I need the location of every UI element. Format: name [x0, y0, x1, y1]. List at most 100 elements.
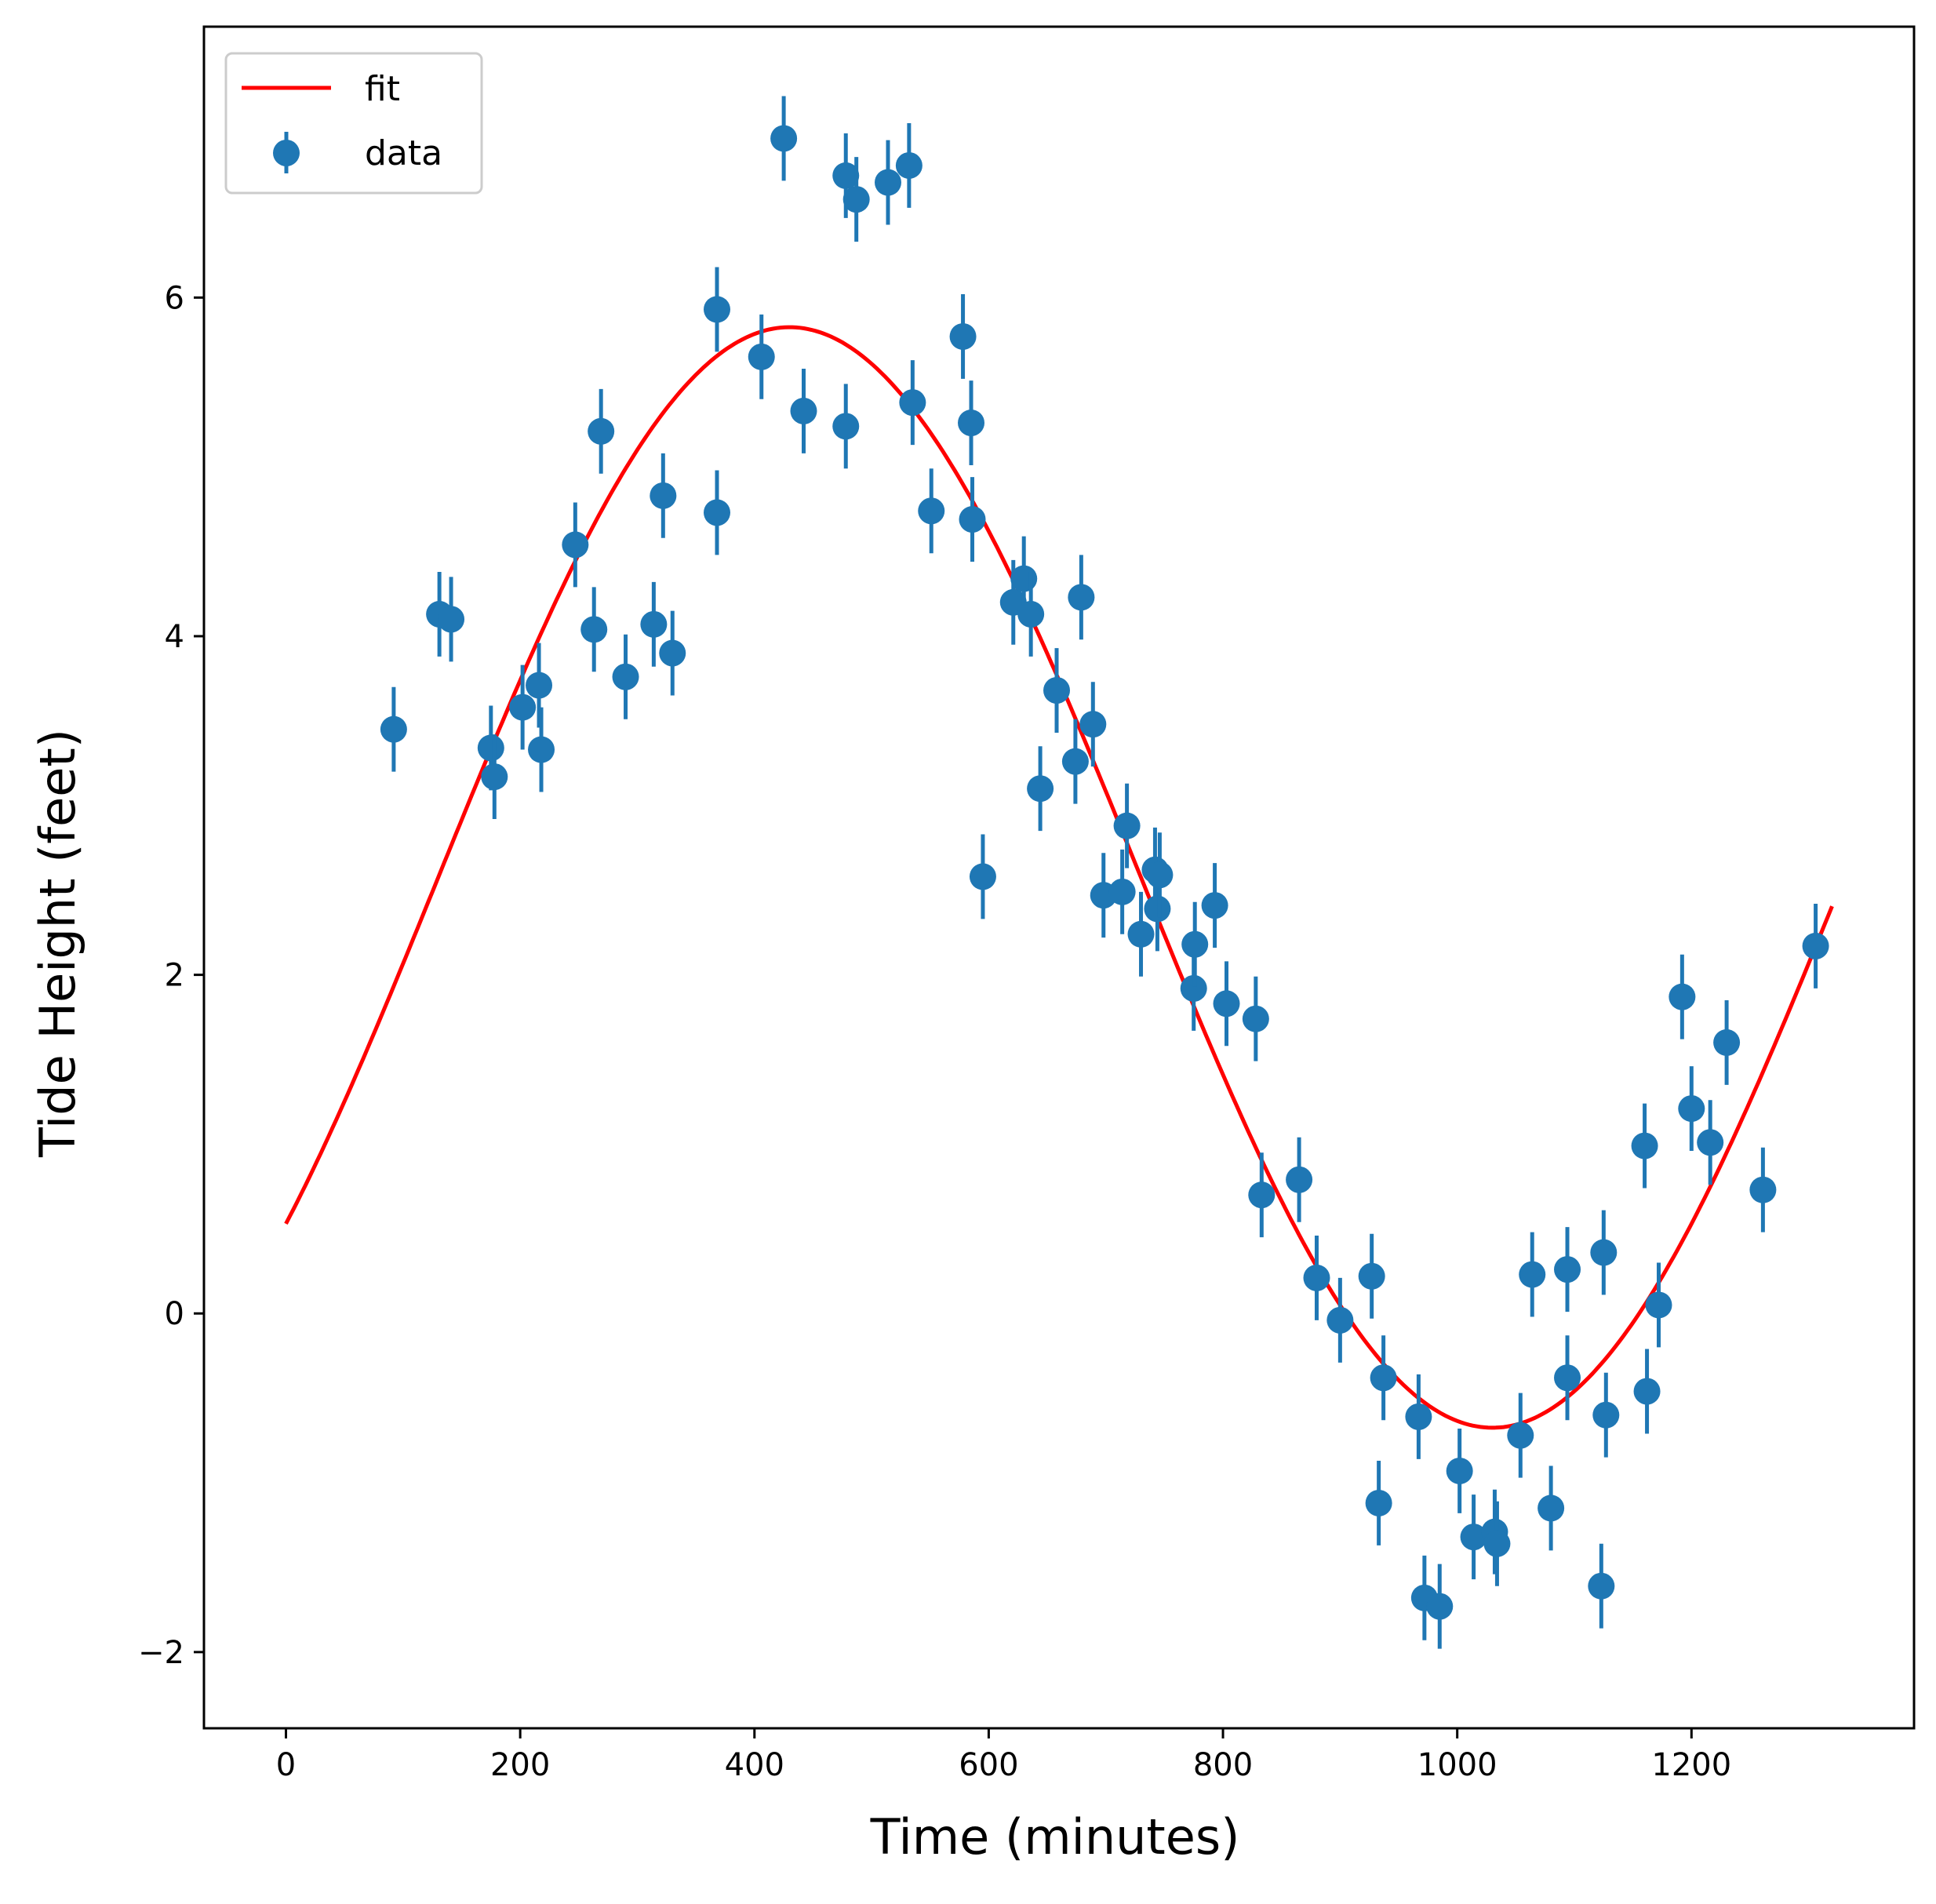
data-point-6	[526, 672, 553, 699]
data-point-47	[1181, 930, 1209, 958]
data-point-36	[1061, 748, 1089, 775]
data-point-80	[1749, 1176, 1777, 1203]
data-point-14	[659, 639, 686, 667]
data-point-81	[1802, 932, 1829, 959]
data-point-24	[895, 151, 923, 179]
data-point-15	[704, 296, 730, 323]
data-point-56	[1370, 1364, 1397, 1392]
data-point-5	[509, 694, 537, 721]
y-tick-label-2: 2	[165, 958, 184, 994]
data-point-11	[612, 663, 639, 690]
data-point-70	[1590, 1239, 1618, 1266]
x-tick-label-6: 1200	[1651, 1747, 1731, 1783]
data-point-50	[1242, 1005, 1269, 1032]
data-point-46	[1180, 974, 1207, 1002]
data-point-77	[1678, 1095, 1705, 1123]
x-tick-label-5: 1000	[1417, 1747, 1497, 1783]
data-point-60	[1426, 1593, 1454, 1620]
legend-data-marker	[273, 140, 300, 166]
data-point-62	[1460, 1524, 1487, 1551]
data-point-16	[704, 499, 730, 526]
data-point-37	[1068, 584, 1095, 611]
plot-marks	[284, 96, 1834, 1649]
data-point-38	[1079, 711, 1107, 738]
data-point-55	[1358, 1262, 1385, 1290]
data-point-72	[1592, 1401, 1620, 1429]
data-point-4	[481, 763, 508, 791]
data-point-54	[1326, 1306, 1354, 1334]
legend-fit-label: fit	[365, 69, 400, 109]
data-point-64	[1483, 1530, 1511, 1557]
data-point-57	[1365, 1489, 1392, 1516]
data-point-68	[1554, 1256, 1581, 1283]
data-point-19	[790, 397, 817, 424]
data-point-40	[1108, 878, 1136, 905]
data-point-58	[1405, 1403, 1432, 1430]
data-point-29	[959, 506, 986, 533]
y-tick-label-3: 4	[165, 619, 184, 655]
data-point-0	[380, 715, 407, 743]
y-tick-label-1: 0	[165, 1296, 184, 1332]
data-point-17	[748, 343, 775, 370]
data-point-25	[899, 389, 926, 417]
axes: 0 200 400 600 800 1000 1200 −2 0 2 4 6	[138, 25, 1916, 1783]
data-point-67	[1538, 1494, 1565, 1522]
data-point-27	[949, 322, 977, 350]
data-point-35	[1043, 677, 1071, 704]
data-point-23	[875, 169, 901, 196]
data-point-66	[1519, 1261, 1546, 1288]
data-point-18	[770, 125, 798, 152]
data-point-33	[1017, 600, 1045, 628]
data-point-51	[1248, 1181, 1276, 1209]
data-point-26	[918, 497, 945, 525]
data-point-9	[580, 616, 608, 643]
x-tick-label-2: 400	[725, 1747, 784, 1783]
data-point-75	[1645, 1291, 1672, 1319]
data-point-30	[969, 863, 996, 890]
data-point-7	[528, 736, 555, 763]
x-tick-label-1: 200	[490, 1747, 550, 1783]
data-point-52	[1286, 1166, 1313, 1193]
data-point-41	[1113, 812, 1141, 839]
data-point-48	[1201, 892, 1228, 919]
legend: fit data	[224, 52, 483, 195]
y-axis-title: Tide Height (feet)	[29, 729, 86, 1158]
x-tick-label-4: 800	[1193, 1747, 1253, 1783]
x-axis-title: Time (minutes)	[870, 1808, 1240, 1866]
data-point-22	[842, 186, 870, 213]
data-point-2	[438, 606, 465, 633]
data-point-32	[1010, 565, 1038, 592]
data-point-21	[832, 413, 860, 440]
x-tick-label-3: 600	[959, 1747, 1018, 1783]
y-tick-label-4: 6	[165, 280, 184, 316]
data-point-69	[1554, 1364, 1581, 1392]
data-point-78	[1697, 1129, 1724, 1156]
data-point-65	[1507, 1422, 1534, 1449]
data-point-20	[832, 162, 860, 189]
data-point-79	[1713, 1028, 1741, 1056]
data-point-42	[1127, 920, 1155, 948]
data-point-73	[1631, 1132, 1658, 1160]
legend-box	[224, 52, 483, 195]
data-point-61	[1446, 1457, 1473, 1484]
data-point-10	[588, 417, 615, 445]
x-tick-label-0: 0	[276, 1747, 296, 1783]
data-point-44	[1144, 895, 1171, 923]
data-point-12	[640, 610, 668, 638]
y-tick-label-0: −2	[138, 1635, 184, 1671]
data-point-28	[958, 410, 985, 437]
data-point-53	[1303, 1264, 1330, 1291]
data-point-74	[1633, 1378, 1661, 1405]
data-point-8	[562, 531, 589, 559]
data-point-3	[477, 734, 504, 762]
data-point-34	[1027, 775, 1054, 803]
data-point-49	[1213, 990, 1240, 1018]
plot-frame	[202, 25, 1916, 1730]
data-point-13	[650, 482, 677, 509]
data-point-76	[1669, 983, 1696, 1010]
data-point-45	[1146, 861, 1174, 889]
data-point-71	[1588, 1572, 1615, 1600]
legend-data-label: data	[365, 133, 442, 173]
